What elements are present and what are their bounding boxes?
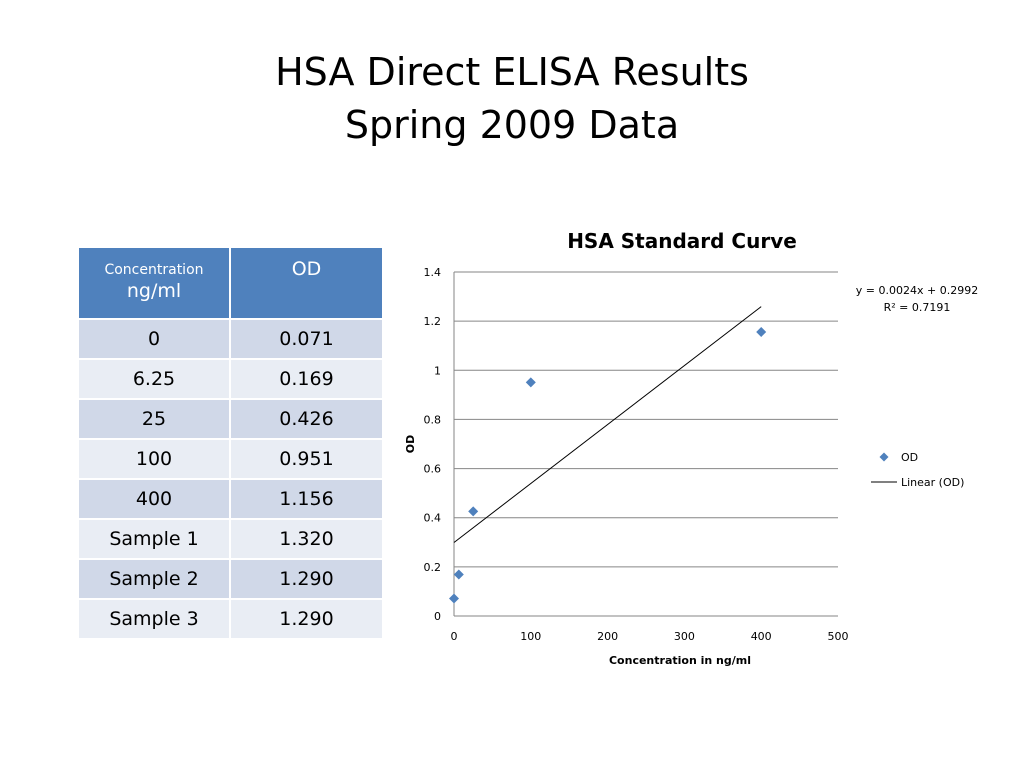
od-cell: 1.156	[229, 478, 384, 520]
concentration-cell: 25	[77, 398, 231, 440]
od-cell: 1.290	[229, 558, 384, 600]
x-axis-label: Concentration in ng/ml	[609, 654, 751, 667]
y-tick-label: 0	[434, 610, 441, 623]
x-tick-label: 400	[751, 630, 772, 643]
x-tick-label: 300	[674, 630, 695, 643]
concentration-cell: 0	[77, 318, 231, 360]
trendline	[453, 306, 762, 543]
table-row: Sample 2 1.290	[77, 558, 384, 600]
concentration-header: Concentration ng/ml	[77, 246, 231, 320]
concentration-header-label: Concentration	[104, 262, 204, 278]
concentration-cell: 100	[77, 438, 231, 480]
results-table: Concentration ng/ml OD 0 0.071 6.25 0.16…	[77, 246, 384, 640]
concentration-cell: 6.25	[77, 358, 231, 400]
table-row: 6.25 0.169	[77, 358, 384, 400]
trendline-equation: y = 0.0024x + 0.2992	[856, 284, 978, 297]
concentration-cell: Sample 3	[77, 598, 231, 640]
trendline-r-squared: R² = 0.7191	[884, 301, 951, 314]
y-tick-labels: 0 0.2 0.4 0.6 0.8 1 1.2 1.4	[424, 266, 442, 623]
od-header: OD	[229, 246, 384, 320]
data-point	[525, 377, 536, 388]
x-tick-label: 200	[597, 630, 618, 643]
od-header-label: OD	[291, 258, 322, 280]
concentration-cell: Sample 1	[77, 518, 231, 560]
slide-title-line-1: HSA Direct ELISA Results	[275, 50, 749, 94]
chart-title: HSA Standard Curve	[567, 229, 797, 253]
od-cell: 0.169	[229, 358, 384, 400]
y-tick-label: 1.4	[424, 266, 442, 279]
y-tick-label: 1.2	[424, 315, 442, 328]
y-tick-label: 0.6	[424, 463, 442, 476]
concentration-header-unit: ng/ml	[126, 280, 182, 302]
table-row: 0 0.071	[77, 318, 384, 360]
table-row: 400 1.156	[77, 478, 384, 520]
concentration-cell: Sample 2	[77, 558, 231, 600]
data-point	[453, 569, 464, 580]
y-tick-label: 1	[434, 364, 441, 377]
data-point	[756, 326, 767, 337]
od-cell: 1.320	[229, 518, 384, 560]
x-tick-label: 100	[520, 630, 541, 643]
data-point	[468, 506, 479, 517]
table-row: 100 0.951	[77, 438, 384, 480]
data-point	[449, 593, 459, 604]
legend-label-od: OD	[901, 451, 918, 464]
legend-marker-od	[879, 452, 889, 462]
slide-title-line-2: Spring 2009 Data	[344, 103, 680, 147]
concentration-cell: 400	[77, 478, 231, 520]
od-cell: 0.426	[229, 398, 384, 440]
chart-legend: OD Linear (OD)	[871, 451, 964, 489]
hsa-standard-curve-chart: HSA Standard Curve 00.20.40.60.811.21.4 …	[404, 229, 978, 667]
y-tick-label: 0.2	[424, 561, 442, 574]
od-cell: 1.290	[229, 598, 384, 640]
x-tick-label: 500	[828, 630, 849, 643]
legend-label-linear: Linear (OD)	[901, 476, 964, 489]
table-header-row: Concentration ng/ml OD	[77, 246, 384, 320]
od-cell: 0.071	[229, 318, 384, 360]
y-axis-label: OD	[404, 435, 417, 453]
od-cell: 0.951	[229, 438, 384, 480]
table-row: Sample 1 1.320	[77, 518, 384, 560]
trendline-layer	[453, 306, 762, 543]
y-tick-label: 0.8	[424, 413, 442, 426]
grid-lines	[454, 271, 838, 617]
data-points-layer	[449, 326, 767, 604]
table-row: 25 0.426	[77, 398, 384, 440]
x-tick-labels: 0 100 200 300 400 500	[451, 630, 849, 643]
x-tick-label: 0	[451, 630, 458, 643]
slide-title: HSA Direct ELISA Results Spring 2009 Dat…	[0, 46, 1024, 152]
table-row: Sample 3 1.290	[77, 598, 384, 640]
y-tick-label: 0.4	[424, 512, 442, 525]
